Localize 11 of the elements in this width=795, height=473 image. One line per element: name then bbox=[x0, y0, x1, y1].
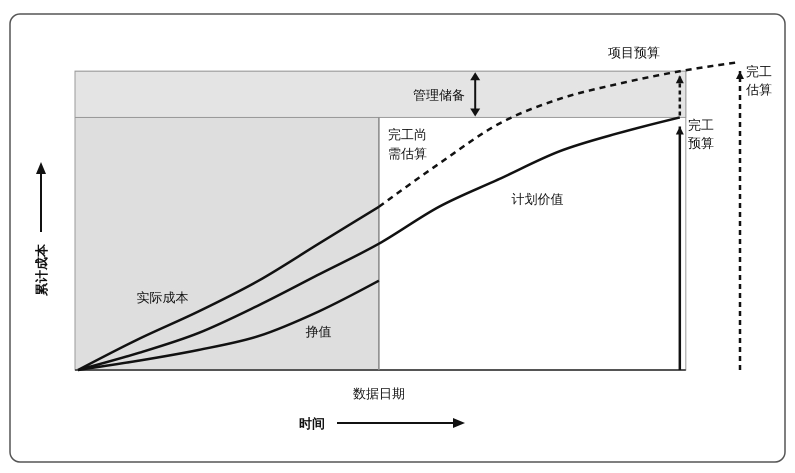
y-axis-title: 累计成本 bbox=[35, 243, 50, 297]
series-label: 计划价值 bbox=[511, 192, 564, 208]
text: 数据日期 bbox=[352, 387, 405, 402]
annotation: 完工预算 bbox=[688, 117, 714, 152]
band-label: 管理储备 bbox=[413, 88, 466, 104]
x-axis-title: 时间 bbox=[299, 417, 325, 432]
annotation: 完工估算 bbox=[745, 64, 772, 98]
series-label: 挣值 bbox=[306, 325, 332, 340]
series-label: 实际成本 bbox=[136, 291, 188, 306]
text: 项目预算 bbox=[608, 46, 660, 62]
series-label: 完工尚需估算 bbox=[388, 127, 427, 162]
